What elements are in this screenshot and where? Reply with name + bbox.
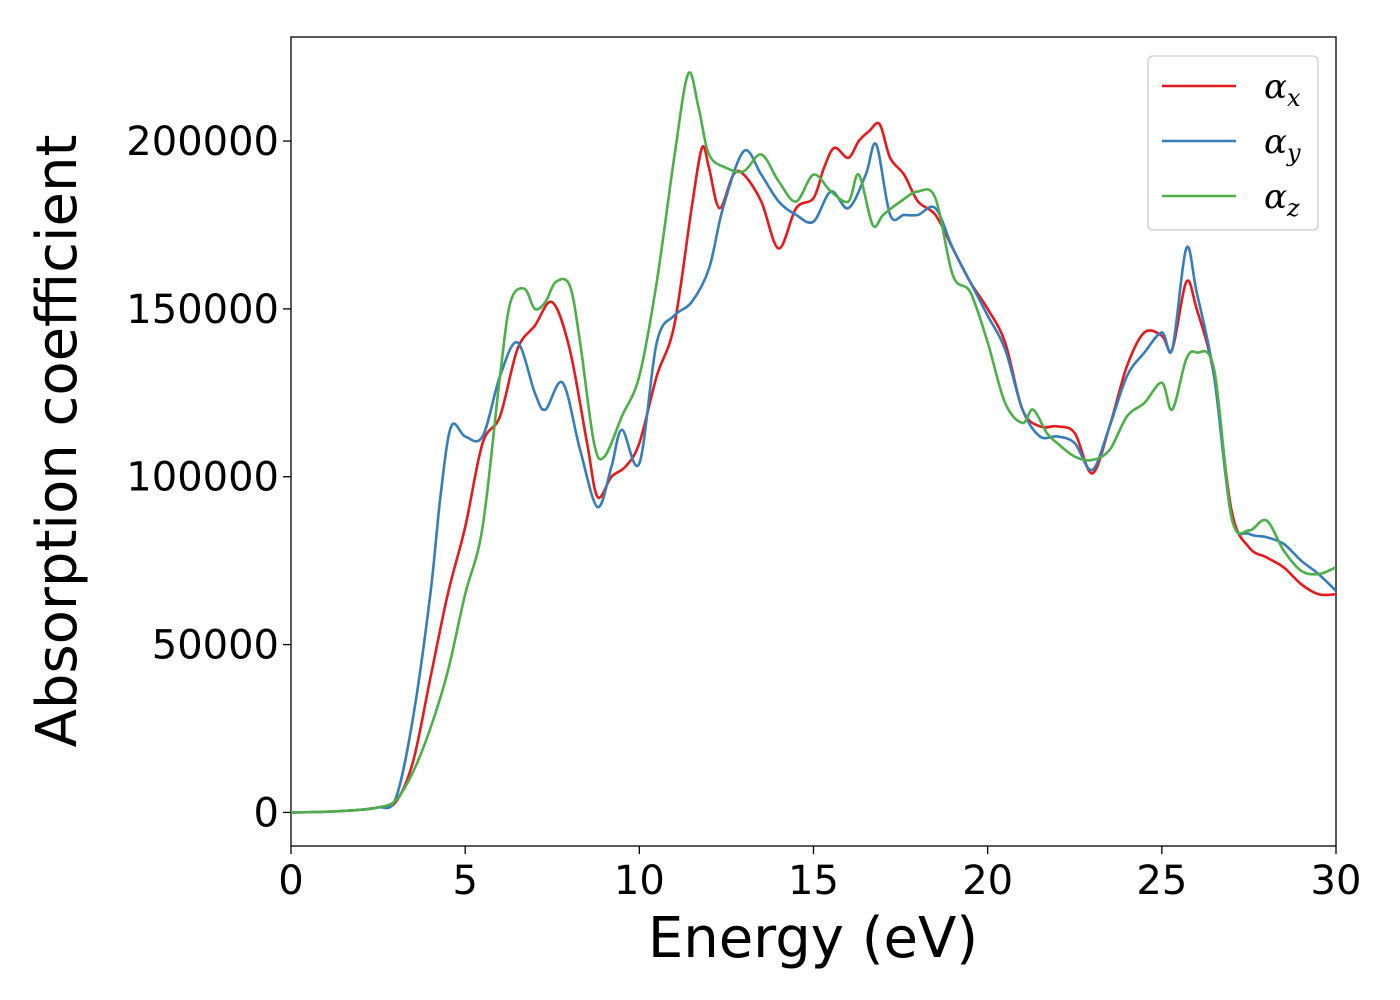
x-tick-label: 0 [278,858,303,904]
legend-label-z: αz [1264,177,1300,222]
legend-label-y: αy [1264,122,1301,167]
y-axis-ticks: 0 50000 100000 150000 200000 [126,119,291,836]
y-tick-label: 50000 [152,623,279,669]
series-layer [291,71,1336,814]
legend-label-x: αx [1264,67,1301,112]
x-axis-ticks: 0 5 10 15 20 25 30 [278,846,1361,904]
y-tick-label: 200000 [126,119,279,165]
y-tick-label: 0 [254,790,279,836]
y-axis-label: Absorption coefficient [25,135,90,748]
legend: αx αy αz [1147,55,1319,231]
x-tick-label: 20 [962,858,1013,904]
x-tick-label: 10 [614,858,665,904]
y-tick-label: 150000 [126,287,279,333]
x-tick-label: 30 [1311,858,1362,904]
series-line-z [291,71,1336,814]
x-axis-label: Energy (eV) [648,906,978,971]
x-tick-label: 15 [788,858,839,904]
x-tick-label: 25 [1136,858,1187,904]
legend-box [1147,55,1319,231]
y-tick-label: 100000 [126,455,279,501]
series-line-y [291,142,1336,814]
x-tick-label: 5 [452,858,477,904]
